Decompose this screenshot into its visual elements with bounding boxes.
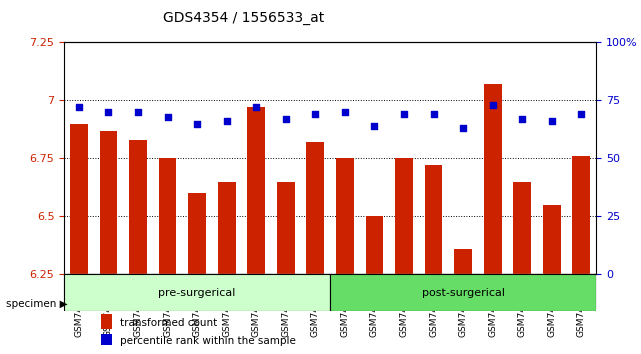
Point bbox=[222, 119, 232, 124]
Point bbox=[133, 109, 143, 115]
Bar bbox=[159, 159, 176, 274]
Bar bbox=[448, 274, 478, 309]
Bar bbox=[365, 216, 383, 274]
Bar bbox=[508, 274, 537, 309]
Bar bbox=[64, 274, 94, 309]
Bar bbox=[513, 182, 531, 274]
Bar bbox=[301, 274, 330, 309]
Bar bbox=[277, 182, 295, 274]
Bar bbox=[101, 334, 112, 345]
Bar bbox=[330, 274, 360, 309]
Bar bbox=[182, 274, 212, 309]
Point bbox=[369, 123, 379, 129]
Point bbox=[192, 121, 203, 126]
Text: percentile rank within the sample: percentile rank within the sample bbox=[120, 337, 296, 347]
Bar bbox=[419, 274, 448, 309]
Point bbox=[281, 116, 291, 122]
Point bbox=[340, 109, 350, 115]
Text: post-surgerical: post-surgerical bbox=[422, 287, 504, 298]
Point bbox=[162, 114, 172, 120]
Bar bbox=[336, 159, 354, 274]
Text: transformed count: transformed count bbox=[120, 318, 217, 329]
Bar bbox=[242, 274, 271, 309]
Bar bbox=[425, 165, 442, 274]
Point bbox=[547, 119, 557, 124]
Point bbox=[310, 112, 320, 117]
Bar bbox=[94, 274, 123, 309]
Point bbox=[428, 112, 438, 117]
Bar bbox=[64, 274, 330, 311]
Bar bbox=[395, 159, 413, 274]
Bar bbox=[572, 156, 590, 274]
Bar bbox=[360, 274, 389, 309]
Point bbox=[74, 104, 84, 110]
Text: specimen ▶: specimen ▶ bbox=[6, 299, 68, 309]
Bar bbox=[153, 274, 182, 309]
Bar bbox=[212, 274, 242, 309]
Bar bbox=[543, 205, 561, 274]
Point bbox=[399, 112, 409, 117]
Bar bbox=[129, 140, 147, 274]
Bar bbox=[123, 274, 153, 309]
Point bbox=[488, 102, 498, 108]
Bar bbox=[330, 274, 596, 311]
Point bbox=[103, 109, 113, 115]
Bar bbox=[484, 84, 501, 274]
Point bbox=[458, 125, 468, 131]
Bar bbox=[271, 274, 301, 309]
Bar bbox=[454, 249, 472, 274]
Point bbox=[251, 104, 262, 110]
Text: pre-surgerical: pre-surgerical bbox=[158, 287, 236, 298]
Bar bbox=[70, 124, 88, 274]
Bar bbox=[389, 274, 419, 309]
Point bbox=[576, 112, 587, 117]
Bar bbox=[537, 274, 567, 309]
Bar bbox=[567, 274, 596, 309]
Bar bbox=[247, 107, 265, 274]
Bar bbox=[478, 274, 508, 309]
Bar bbox=[306, 142, 324, 274]
Bar bbox=[218, 182, 235, 274]
Bar bbox=[188, 193, 206, 274]
Text: GDS4354 / 1556533_at: GDS4354 / 1556533_at bbox=[163, 11, 324, 25]
Bar bbox=[99, 131, 117, 274]
Bar bbox=[101, 314, 112, 329]
Point bbox=[517, 116, 528, 122]
